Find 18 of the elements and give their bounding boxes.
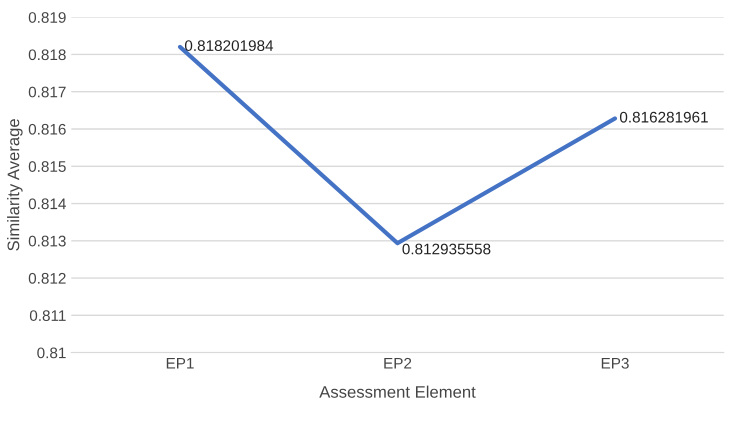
y-tick-label: 0.816: [28, 124, 66, 135]
y-tick-label: 0.815: [28, 161, 66, 172]
y-tick-label: 0.817: [28, 86, 66, 98]
y-tick-label: 0.811: [30, 310, 66, 322]
x-tick-label: EP1: [166, 358, 194, 369]
x-tick-label: EP2: [384, 358, 412, 369]
y-tick-label: 0.814: [28, 198, 66, 210]
x-axis-title: Assessment Element: [319, 386, 476, 398]
y-tick-label: 0.813: [28, 236, 66, 246]
y-axis-title: Similarity Average: [7, 119, 23, 251]
x-tick-label: EP3: [602, 358, 629, 369]
data-label: 0.816281961: [620, 112, 708, 123]
y-tick-label: 0.819: [28, 12, 66, 23]
data-label: 0.818201984: [184, 40, 274, 52]
y-tick-label: 0.818: [28, 49, 66, 60]
y-tick-label: 0.81: [37, 347, 66, 358]
data-label: 0.812935558: [402, 244, 490, 254]
y-tick-label: 0.812: [28, 272, 66, 284]
